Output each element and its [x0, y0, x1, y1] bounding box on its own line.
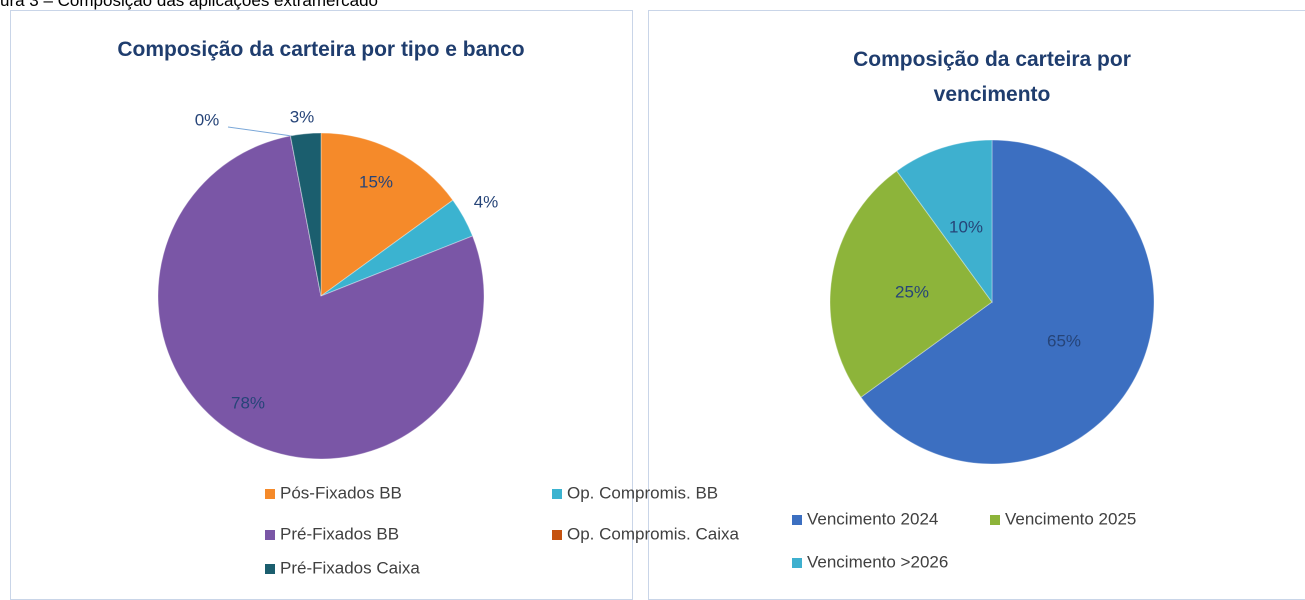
data-label: 25% [895, 282, 929, 301]
pie-slice [157, 135, 485, 460]
legend-label: Op. Compromis. Caixa [567, 524, 739, 543]
pie-slice [320, 132, 454, 297]
legend-swatch [792, 558, 802, 568]
legend-swatch [990, 515, 1000, 525]
pie-slice [896, 139, 993, 304]
pie-slice [829, 170, 993, 398]
legend-label: Vencimento >2026 [807, 552, 948, 571]
legend-swatch [792, 515, 802, 525]
legend-swatch [265, 530, 275, 540]
legend-swatch [552, 489, 562, 499]
figure-caption: ura 3 – Composição das aplicações extram… [0, 0, 378, 10]
pie-slice [289, 132, 322, 297]
legend-label: Op. Compromis. BB [567, 483, 718, 502]
data-label: 3% [290, 107, 315, 126]
chart-title: Composição da carteira por tipo e banco [117, 38, 525, 61]
legend-label: Pós-Fixados BB [280, 483, 402, 502]
data-label: 4% [474, 192, 499, 211]
chart-title: Composição da carteira por vencimento [853, 48, 1131, 106]
legend-label: Pré-Fixados Caixa [280, 558, 420, 577]
legend-swatch [552, 530, 562, 540]
legend-label: Vencimento 2024 [807, 509, 938, 528]
data-label: 0% [195, 110, 220, 129]
pie-slice [320, 199, 474, 297]
legend-swatch [265, 564, 275, 574]
data-label: 10% [949, 217, 983, 236]
pie-slice [860, 139, 1155, 465]
leader-line [227, 126, 293, 137]
data-label: 15% [359, 172, 393, 191]
data-label: 78% [231, 393, 265, 412]
legend-label: Vencimento 2025 [1005, 509, 1136, 528]
legend-label: Pré-Fixados BB [280, 524, 399, 543]
data-label: 65% [1047, 331, 1081, 350]
legend-swatch [265, 489, 275, 499]
